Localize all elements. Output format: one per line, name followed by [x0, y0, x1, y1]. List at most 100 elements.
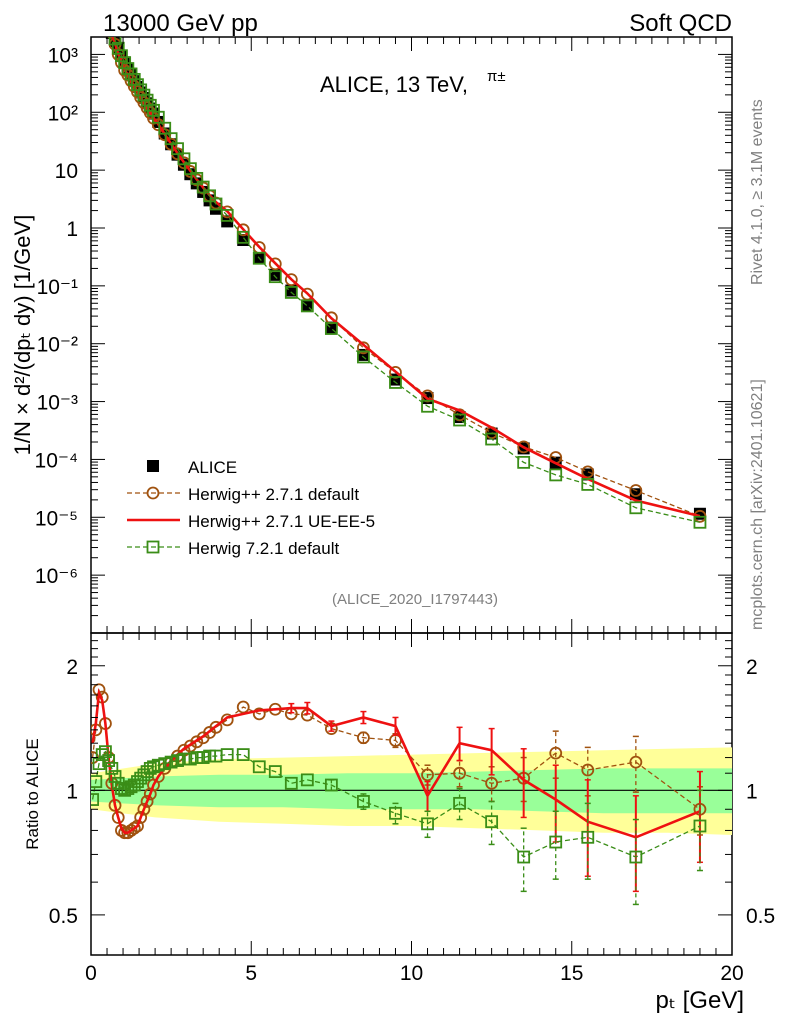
- ratio-point-herwig-default: [183, 739, 197, 753]
- ratio-point-herwig7: [300, 773, 314, 787]
- main-point-herwig7: [209, 197, 223, 211]
- ratio-point-herwig7: [629, 850, 643, 864]
- main-point-herwig7: [357, 350, 370, 364]
- main-point-herwig7: [111, 41, 125, 55]
- main-y-tick-label: 10⁻⁴: [35, 449, 78, 472]
- main-point-herwig7: [693, 515, 707, 529]
- main-point-herwig7: [94, 0, 105, 6]
- header-right: Soft QCD: [629, 10, 732, 37]
- ratio-point-herwig-default: [121, 826, 135, 840]
- legend-label: Herwig++ 2.7.1 UE-EE-5: [188, 512, 375, 531]
- main-y-tick-label: 10⁻²: [37, 334, 78, 357]
- analysis-id: (ALICE_2020_I1797443): [332, 591, 498, 608]
- ratio-point-herwig7: [485, 815, 499, 829]
- legend-entry-herwig7: Herwig 7.2.1 default: [127, 539, 339, 558]
- main-point-herwig7: [196, 180, 210, 194]
- ratio-y-tick-label-left: 1: [66, 780, 78, 803]
- ratio-point-herwig7: [102, 754, 116, 767]
- main-y-tick-label: 10³: [48, 44, 78, 67]
- x-tick-label: 20: [720, 962, 743, 985]
- ratio-point-herwig7: [92, 757, 106, 771]
- ratio-point-herwig-default: [140, 795, 154, 808]
- main-point-herwig7: [183, 162, 197, 176]
- ratio-point-herwig7: [105, 761, 119, 775]
- main-y-tick-label: 10²: [48, 102, 78, 125]
- ratio-point-herwig7: [190, 751, 204, 764]
- ratio-point-herwig7: [220, 748, 234, 761]
- main-point-herwig7: [151, 110, 165, 124]
- main-point-herwig7: [517, 455, 531, 469]
- main-plot-content: [87, 0, 707, 529]
- ratio-point-herwig7: [137, 768, 151, 782]
- rivet-version: Rivet 4.1.0, ≥ 3.1M events: [749, 99, 766, 285]
- main-point-herwig7: [87, 0, 98, 5]
- legend: ALICE Herwig++ 2.7.1 default Herwig++ 2.7.…: [127, 458, 375, 558]
- plot-title: ALICE, 13 TeV,: [320, 72, 468, 97]
- legend-entry-herwig-default: Herwig++ 2.7.1 default: [127, 485, 359, 504]
- ratio-y-tick-label-right: 0.5: [746, 905, 775, 928]
- main-point-herwig7: [581, 478, 595, 491]
- ratio-point-herwig7: [164, 755, 178, 769]
- ratio-point-herwig-default: [124, 824, 138, 837]
- header-left: 13000 GeV pp: [103, 10, 258, 37]
- main-point-herwig7: [108, 37, 122, 46]
- main-point-herwig-default: [268, 257, 282, 271]
- main-series-herwig7: [87, 0, 707, 529]
- main-point-herwig7: [421, 399, 434, 413]
- ratio-point-herwig7: [549, 835, 563, 849]
- main-point-herwig7: [453, 413, 466, 427]
- main-point-herwig7: [549, 468, 563, 482]
- ratio-point-herwig-default: [236, 700, 250, 714]
- legend-entry-herwig-ueee5: Herwig++ 2.7.1 UE-EE-5: [127, 512, 375, 531]
- main-point-herwig7: [284, 286, 298, 299]
- ratio-point-herwig7: [421, 817, 434, 831]
- ratio-point-herwig7: [131, 775, 144, 788]
- ratio-point-herwig-default: [209, 720, 223, 734]
- main-point-herwig-default: [517, 440, 531, 454]
- ratio-point-herwig-default: [111, 811, 125, 824]
- ratio-y-label: Ratio to ALICE: [23, 738, 42, 850]
- main-point-herwig-default: [629, 484, 643, 497]
- ratio-point-herwig7: [357, 795, 370, 808]
- ratio-point-herwig7: [108, 770, 122, 783]
- main-y-tick-label: 10⁻¹: [37, 276, 78, 299]
- legend-marker: [146, 486, 160, 500]
- ratio-point-herwig-default: [421, 768, 434, 782]
- ratio-point-herwig-default: [629, 755, 643, 769]
- ratio-point-herwig7: [196, 751, 210, 764]
- legend-entry-alice: ALICE: [147, 458, 237, 477]
- main-point-herwig-default: [97, 0, 108, 3]
- main-point-herwig7: [300, 299, 314, 313]
- ratio-point-herwig7: [115, 782, 128, 795]
- ratio-point-herwig7: [121, 782, 135, 795]
- ratio-point-herwig7: [99, 745, 112, 759]
- main-y-tick-label: 10⁻⁵: [35, 507, 78, 530]
- main-y-tick-label: 10⁻³: [37, 392, 78, 415]
- ratio-point-herwig-default: [581, 763, 595, 777]
- ratio-point-herwig7: [91, 793, 100, 806]
- ratio-point-herwig7: [389, 806, 402, 820]
- main-point-herwig7: [115, 49, 128, 63]
- ratio-point-herwig-default: [137, 802, 151, 816]
- x-tick-label: 15: [560, 962, 583, 985]
- ratio-series-herwig7: [91, 745, 707, 906]
- mcplots-url: mcplots.cern.ch [arXiv:2401.10621]: [749, 379, 766, 630]
- ratio-y-tick-label-left: 0.5: [49, 905, 78, 928]
- main-point-herwig7: [324, 322, 338, 335]
- ratio-point-herwig7: [284, 776, 298, 790]
- ratio-point-herwig7: [134, 771, 148, 785]
- ratio-point-herwig7: [693, 819, 707, 833]
- ratio-point-herwig7: [324, 778, 338, 792]
- ratio-point-herwig7: [517, 850, 531, 864]
- main-point-herwig7: [90, 0, 101, 9]
- main-panel: 10³ 10² 10 1 10⁻¹ 10⁻² 10⁻³ 10⁻⁴ 10⁻⁵ 10⁻⁶ ALICE,…: [10, 0, 733, 634]
- ratio-point-herwig7: [177, 752, 191, 766]
- main-point-alice: [629, 488, 642, 501]
- ratio-point-herwig-default: [127, 821, 141, 835]
- ratio-point-herwig7: [268, 765, 282, 778]
- ratio-point-herwig-default: [190, 735, 204, 749]
- x-axis-label: pₜ [GeV]: [656, 987, 744, 1014]
- main-y-tick-label: 10⁻⁶: [35, 565, 78, 588]
- ratio-point-herwig7: [581, 830, 595, 844]
